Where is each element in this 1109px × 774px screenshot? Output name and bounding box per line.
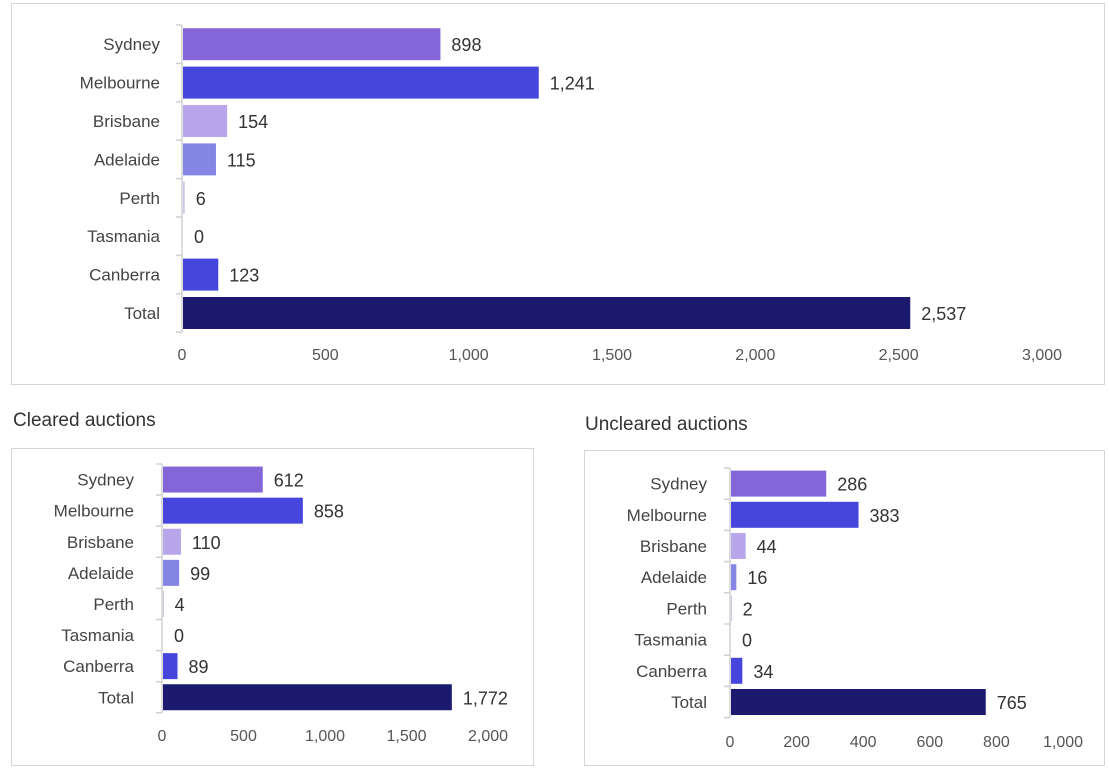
cleared-x-tick-label: 1,500 — [386, 728, 426, 745]
cleared-bar-canberra — [163, 653, 178, 680]
total-bar-canberra — [183, 258, 219, 291]
uncleared-x-tick-label: 800 — [983, 734, 1010, 751]
total-x-tick-label: 1,000 — [449, 347, 489, 364]
cleared-value-label-total: 1,772 — [463, 688, 508, 708]
cleared-value-label-tasmania: 0 — [174, 626, 184, 646]
total-category-label-total: Total — [124, 304, 160, 323]
total-category-label-tasmania: Tasmania — [87, 227, 160, 246]
uncleared-bar-perth — [731, 595, 732, 622]
cleared-bar-melbourne — [163, 497, 303, 524]
total-x-tick-label: 2,500 — [879, 347, 919, 364]
uncleared-x-tick-label: 600 — [916, 734, 943, 751]
total-value-label-total: 2,537 — [921, 304, 966, 324]
cleared-category-label-sydney: Sydney — [77, 471, 134, 490]
cleared-bar-sydney — [163, 466, 263, 493]
cleared-x-tick-label: 500 — [230, 728, 257, 745]
total-value-label-sydney: 898 — [451, 35, 481, 55]
cleared-category-label-perth: Perth — [93, 595, 134, 614]
uncleared-auctions-chart: Sydney 286 Melbourne 383 Brisbane 44 Adelaide 1… — [627, 467, 1083, 751]
total-value-label-melbourne: 1,241 — [550, 74, 595, 94]
total-value-label-brisbane: 154 — [238, 112, 268, 132]
cleared-value-label-canberra: 89 — [189, 657, 209, 677]
total-category-label-melbourne: Melbourne — [80, 74, 160, 93]
cleared-bar-adelaide — [163, 559, 180, 586]
cleared-auctions-chart: Sydney 612 Melbourne 858 Brisbane 110 Adelaide… — [54, 463, 508, 745]
uncleared-value-label-brisbane: 44 — [757, 537, 777, 557]
uncleared-value-label-adelaide: 16 — [747, 568, 767, 588]
uncleared-category-label-adelaide: Adelaide — [641, 568, 707, 587]
cleared-x-tick-label: 2,000 — [468, 728, 508, 745]
cleared-bar-perth — [163, 590, 164, 617]
total-auctions-chart: Sydney 898 Melbourne 1,241 Brisbane 154 Adelai… — [80, 24, 1062, 364]
cleared-category-label-canberra: Canberra — [63, 657, 134, 676]
cleared-auctions-title: Cleared auctions — [13, 410, 156, 431]
cleared-auctions-chart-panel: Sydney 612 Melbourne 858 Brisbane 110 Adelaide… — [11, 448, 534, 766]
cleared-bar-brisbane — [163, 528, 181, 555]
uncleared-value-label-canberra: 34 — [753, 662, 773, 682]
total-x-tick-label: 500 — [312, 347, 339, 364]
uncleared-auctions-title: Uncleared auctions — [585, 414, 748, 435]
cleared-category-label-melbourne: Melbourne — [54, 502, 134, 521]
uncleared-x-tick-label: 0 — [726, 734, 735, 751]
uncleared-category-label-tasmania: Tasmania — [634, 631, 707, 650]
total-category-label-sydney: Sydney — [103, 35, 160, 54]
total-category-label-perth: Perth — [119, 189, 160, 208]
uncleared-value-label-sydney: 286 — [837, 475, 867, 495]
total-bar-brisbane — [183, 105, 228, 137]
uncleared-category-label-canberra: Canberra — [636, 662, 707, 681]
uncleared-x-tick-label: 400 — [850, 734, 877, 751]
total-bar-melbourne — [183, 66, 539, 99]
cleared-value-label-adelaide: 99 — [190, 564, 210, 584]
uncleared-value-label-tasmania: 0 — [742, 631, 752, 651]
cleared-category-label-total: Total — [98, 688, 134, 707]
cleared-bar-total — [163, 684, 452, 711]
uncleared-x-tick-label: 1,000 — [1043, 734, 1083, 751]
total-bar-adelaide — [183, 143, 216, 176]
total-bar-total — [183, 297, 911, 329]
uncleared-value-label-melbourne: 383 — [870, 506, 900, 526]
uncleared-bar-melbourne — [731, 501, 859, 528]
uncleared-value-label-total: 765 — [997, 693, 1027, 713]
total-x-tick-label: 3,000 — [1022, 347, 1062, 364]
uncleared-bar-canberra — [731, 657, 743, 684]
cleared-category-label-tasmania: Tasmania — [61, 626, 134, 645]
uncleared-bar-adelaide — [731, 564, 737, 591]
cleared-value-label-melbourne: 858 — [314, 502, 344, 522]
cleared-category-label-adelaide: Adelaide — [68, 564, 134, 583]
total-category-label-brisbane: Brisbane — [93, 112, 160, 131]
uncleared-bar-sydney — [731, 470, 827, 497]
total-value-label-canberra: 123 — [229, 266, 259, 286]
cleared-value-label-perth: 4 — [175, 595, 185, 615]
cleared-x-tick-label: 0 — [158, 728, 167, 745]
cleared-category-label-brisbane: Brisbane — [67, 533, 134, 552]
total-value-label-adelaide: 115 — [227, 150, 256, 170]
uncleared-category-label-melbourne: Melbourne — [627, 506, 707, 525]
cleared-value-label-brisbane: 110 — [192, 533, 221, 553]
total-category-label-canberra: Canberra — [89, 266, 160, 285]
total-category-label-adelaide: Adelaide — [94, 150, 160, 169]
total-value-label-tasmania: 0 — [194, 227, 204, 247]
uncleared-auctions-chart-panel: Sydney 286 Melbourne 383 Brisbane 44 Adelaide 1… — [584, 450, 1105, 766]
uncleared-bar-total — [731, 689, 986, 715]
total-value-label-perth: 6 — [196, 189, 206, 209]
uncleared-value-label-perth: 2 — [743, 599, 753, 619]
total-auctions-chart-panel: Sydney 898 Melbourne 1,241 Brisbane 154 Adelai… — [11, 3, 1105, 385]
total-bar-perth — [183, 181, 185, 214]
uncleared-category-label-sydney: Sydney — [650, 475, 707, 494]
uncleared-category-label-perth: Perth — [666, 599, 707, 618]
total-bar-sydney — [183, 28, 441, 61]
total-x-tick-label: 2,000 — [735, 347, 775, 364]
cleared-value-label-sydney: 612 — [274, 471, 304, 491]
cleared-x-tick-label: 1,000 — [305, 728, 345, 745]
total-x-tick-label: 1,500 — [592, 347, 632, 364]
total-x-tick-label: 0 — [178, 347, 187, 364]
uncleared-category-label-brisbane: Brisbane — [640, 537, 707, 556]
uncleared-x-tick-label: 200 — [783, 734, 810, 751]
uncleared-category-label-total: Total — [671, 693, 707, 712]
uncleared-bar-brisbane — [731, 533, 746, 559]
